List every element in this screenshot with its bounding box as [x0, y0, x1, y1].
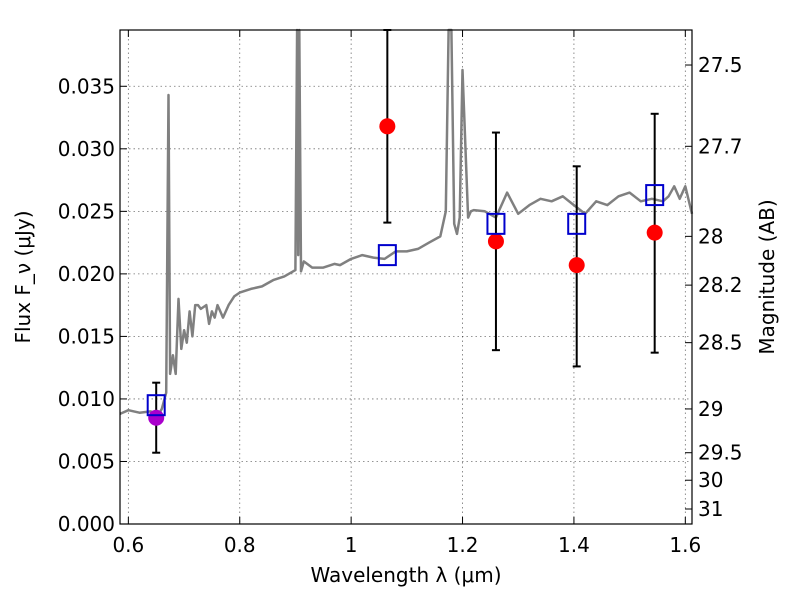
photometry-point	[487, 233, 504, 250]
y2-tick-label: 28.5	[698, 331, 743, 355]
tick-layer: 0.6 0.8 1 1.2 1.4 1.6 0.000 0.005 0.010 0.015 0.02…	[58, 30, 743, 557]
x-tick-label: 1.6	[669, 533, 701, 557]
data-layer	[119, 28, 694, 454]
x-tick-label: 0.8	[224, 533, 256, 557]
y-tick-label: 0.035	[58, 74, 115, 98]
y2-tick-label: 29	[698, 397, 723, 421]
photometry-point	[379, 118, 396, 135]
y2-tick-label: 28	[698, 224, 723, 248]
y-tick-label: 0.025	[58, 199, 115, 223]
y2-tick-label: 27.7	[698, 134, 743, 158]
plot-frame	[119, 29, 693, 525]
y-tick-label: 0.030	[58, 137, 115, 161]
y-tick-label: 0.020	[58, 262, 115, 286]
photometry-point	[646, 224, 663, 241]
y2-tick-label: 29.5	[698, 441, 743, 465]
y2-axis-label: Magnitude (AB)	[755, 199, 779, 354]
x-tick-label: 1.2	[447, 533, 479, 557]
photometry-point	[148, 409, 165, 426]
y2-tick-label: 28.2	[698, 273, 743, 297]
y-tick-label: 0.010	[58, 387, 115, 411]
y-tick-label: 0.000	[58, 512, 115, 536]
y2-tick-label: 27.5	[698, 53, 743, 77]
y-tick-label: 0.015	[58, 324, 115, 348]
x-axis-label: Wavelength λ (μm)	[310, 563, 501, 587]
photometry-point	[568, 257, 585, 274]
x-tick-label: 0.6	[112, 533, 144, 557]
y2-tick-label: 31	[698, 497, 723, 521]
x-tick-label: 1	[345, 533, 358, 557]
model-flux-square	[486, 212, 506, 235]
y2-tick-label: 30	[698, 468, 723, 492]
x-tick-label: 1.4	[558, 533, 590, 557]
model-spectrum-line	[119, 28, 694, 416]
model-flux-square	[146, 394, 166, 417]
y-tick-label: 0.005	[58, 449, 115, 473]
y-axis-label: Flux F_ν (μJy)	[11, 210, 35, 343]
grid-layer	[120, 30, 692, 525]
model-flux-square	[567, 212, 587, 235]
model-flux-square	[377, 244, 397, 267]
model-flux-square	[645, 184, 665, 207]
